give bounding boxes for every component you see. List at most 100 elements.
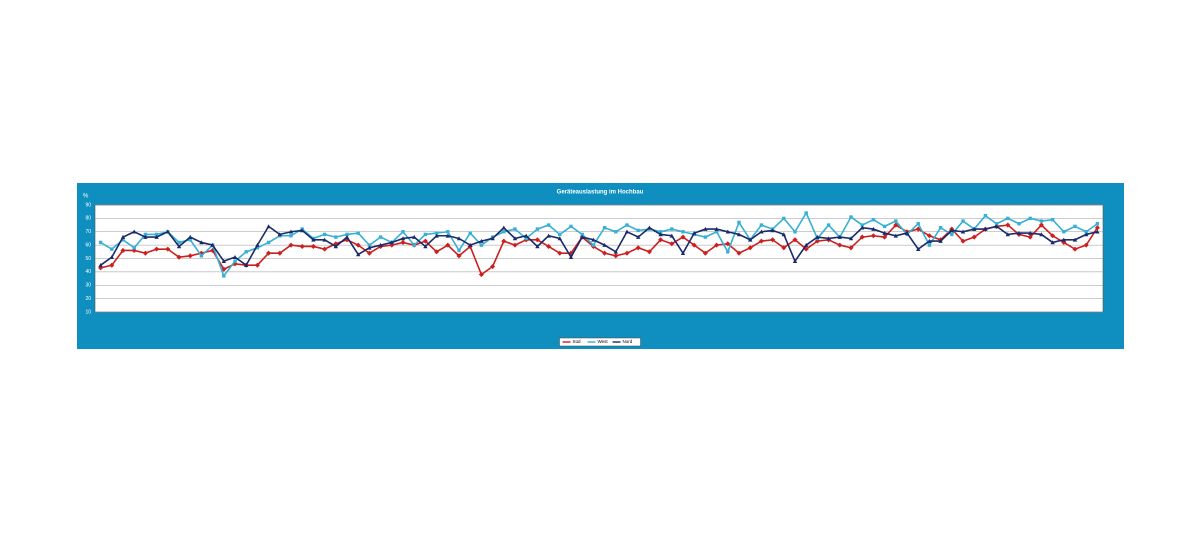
marker: [154, 234, 159, 239]
marker: [446, 230, 450, 234]
marker: [916, 222, 920, 226]
marker: [1005, 232, 1010, 237]
marker: [602, 226, 607, 230]
marker: [960, 229, 966, 234]
marker: [344, 234, 350, 239]
marker: [614, 230, 618, 234]
marker: [311, 237, 316, 242]
marker: [870, 233, 876, 239]
marker: [434, 233, 439, 238]
marker: [400, 239, 406, 245]
marker: [1050, 240, 1055, 245]
marker: [983, 214, 988, 218]
marker: [916, 246, 921, 251]
marker: [1017, 222, 1021, 226]
marker: [557, 250, 563, 256]
marker: [758, 238, 764, 244]
marker: [983, 226, 988, 231]
marker: [546, 243, 552, 250]
marker: [299, 243, 305, 250]
marker: [736, 232, 742, 237]
marker: [524, 233, 529, 238]
marker: [266, 250, 272, 256]
marker: [322, 232, 327, 237]
marker: [121, 238, 125, 242]
marker: [871, 226, 876, 231]
marker: [624, 250, 630, 256]
marker: [512, 236, 518, 241]
marker: [524, 236, 528, 241]
marker: [1073, 224, 1077, 229]
marker: [154, 232, 159, 237]
marker: [423, 232, 428, 237]
marker: [378, 242, 383, 247]
marker: [277, 232, 282, 237]
marker: [669, 233, 674, 238]
marker: [478, 272, 484, 278]
series-line: [100, 211, 1098, 278]
marker: [994, 224, 999, 229]
y-tick-label: 20: [85, 296, 91, 302]
marker: [288, 229, 294, 234]
marker: [445, 242, 451, 248]
marker: [188, 238, 192, 242]
marker: [535, 244, 540, 249]
marker: [636, 234, 641, 239]
marker: [1038, 222, 1044, 228]
marker: [950, 232, 954, 237]
marker: [232, 254, 238, 259]
marker: [244, 262, 249, 267]
marker: [1050, 218, 1055, 222]
marker: [557, 236, 562, 241]
marker: [580, 234, 585, 239]
marker: [926, 233, 932, 239]
marker: [345, 232, 349, 237]
marker: [288, 242, 294, 248]
y-tick-label: 30: [85, 283, 91, 289]
marker: [546, 223, 551, 227]
marker: [793, 230, 797, 234]
marker: [120, 234, 126, 239]
marker: [1028, 216, 1032, 221]
marker: [412, 234, 417, 239]
marker: [837, 234, 842, 239]
marker: [658, 230, 663, 234]
marker: [289, 234, 293, 238]
y-tick-label: 50: [85, 256, 91, 262]
marker: [893, 233, 898, 238]
marker: [591, 243, 596, 247]
marker: [468, 231, 472, 235]
marker: [98, 262, 103, 267]
marker: [501, 225, 506, 230]
marker: [456, 253, 462, 259]
marker: [490, 236, 495, 241]
marker: [961, 219, 965, 223]
marker: [860, 223, 864, 227]
marker: [154, 246, 160, 252]
marker: [568, 254, 574, 259]
marker: [994, 222, 999, 226]
marker: [222, 274, 226, 278]
marker: [1072, 237, 1078, 242]
marker: [233, 259, 237, 263]
marker: [165, 246, 171, 252]
marker: [646, 249, 652, 255]
marker: [456, 236, 462, 241]
marker: [479, 238, 484, 243]
marker: [143, 232, 148, 237]
marker: [356, 252, 361, 257]
marker: [770, 237, 776, 243]
marker: [602, 250, 608, 256]
marker: [1083, 242, 1089, 248]
marker: [1095, 222, 1100, 226]
marker: [255, 242, 260, 247]
marker: [726, 250, 730, 254]
y-tick-label: 90: [85, 202, 91, 208]
marker: [412, 243, 416, 247]
marker: [187, 253, 193, 259]
marker: [1006, 216, 1010, 221]
marker: [602, 242, 607, 247]
marker: [927, 238, 932, 243]
marker: [815, 234, 820, 239]
